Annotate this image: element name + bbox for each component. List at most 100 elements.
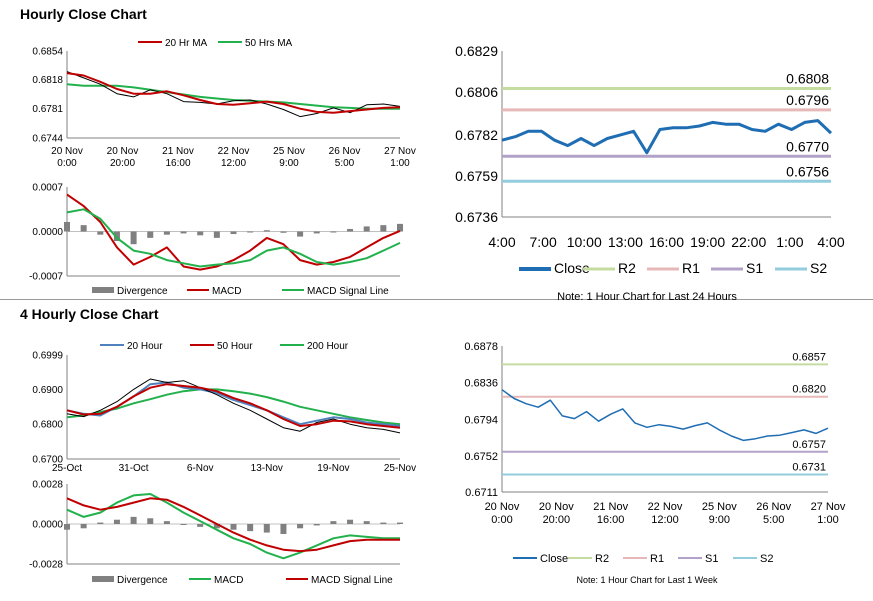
x-tick-label: 13:00	[608, 234, 643, 250]
y-tick-label: 0.0007	[32, 183, 63, 194]
y-tick-label: 0.6806	[455, 84, 498, 100]
legend-label-macd-signal-line: MACD Signal Line	[307, 286, 389, 297]
divergence-bar	[247, 524, 254, 532]
level-label-s1: 0.6770	[786, 138, 829, 154]
series-line-200-hour	[66, 388, 401, 426]
legend-label-20-hr-ma: 20 Hr MA	[165, 38, 208, 49]
legend-label-close: Close	[540, 553, 568, 565]
x-tick-label: 4:00	[488, 234, 515, 250]
x-tick-label-date: 27 Nov	[811, 501, 846, 513]
x-tick-label-date: 25 Nov	[273, 146, 305, 157]
divergence-bar	[113, 231, 120, 242]
x-tick-label: 31-Oct	[119, 463, 149, 474]
x-tick-label-time: 1:00	[390, 158, 410, 169]
divergence-bar	[247, 231, 254, 233]
legend-label-50-hrs-ma: 50 Hrs MA	[245, 38, 293, 49]
x-tick-label-time: 12:00	[651, 514, 679, 526]
divergence-bar	[113, 519, 120, 524]
divergence-bar	[80, 225, 87, 232]
legend-label-r1: R1	[682, 260, 700, 276]
x-tick-label: 1:00	[776, 234, 803, 250]
divergence-bar	[330, 521, 337, 524]
x-tick-label: 22:00	[731, 234, 766, 250]
x-tick-label-date: 22 Nov	[648, 501, 683, 513]
divergence-bar	[147, 231, 154, 238]
y-tick-label: 0.6818	[32, 75, 63, 86]
divergence-bar	[147, 518, 154, 524]
chart-note: Note: 1 Hour Chart for Last 1 Week	[577, 575, 718, 585]
x-tick-label-time: 20:00	[110, 158, 135, 169]
divergence-bar	[213, 231, 220, 238]
x-tick-label-time: 5:00	[763, 514, 784, 526]
x-tick-label: 4:00	[817, 234, 844, 250]
divergence-bar	[330, 231, 337, 233]
x-tick-label-time: 1:00	[817, 514, 838, 526]
divergence-bar	[130, 231, 137, 245]
x-tick-label: 16:00	[649, 234, 684, 250]
legend-label-macd-signal-line: MACD Signal Line	[311, 575, 393, 586]
x-tick-label: 25-Oct	[52, 463, 82, 474]
y-tick-label: 0.6999	[32, 351, 63, 362]
y-tick-label: 0.0028	[32, 480, 63, 491]
divergence-bar	[363, 226, 370, 232]
divergence-bar	[263, 230, 270, 232]
x-tick-label-date: 25 Nov	[702, 501, 737, 513]
x-tick-label-date: 20 Nov	[485, 501, 520, 513]
y-tick-label: 0.0000	[32, 227, 63, 238]
series-line-20-hour	[66, 381, 401, 427]
series-line-price	[66, 378, 401, 434]
x-tick-label-date: 21 Nov	[162, 146, 194, 157]
divergence-bar	[130, 516, 137, 524]
series-line-20-hr-ma	[66, 72, 401, 114]
divergence-bar	[280, 524, 287, 534]
divergence-bar	[197, 231, 204, 236]
series-line-price	[66, 71, 401, 118]
legend-label-20-hour: 20 Hour	[127, 341, 163, 352]
series-line-macd-signal-line	[66, 208, 401, 268]
divergence-bar	[347, 519, 354, 524]
divergence-bar	[64, 524, 70, 530]
y-tick-label: 0.6736	[455, 209, 498, 225]
level-label-s1: 0.6757	[792, 439, 826, 451]
y-tick-label: -0.0028	[29, 560, 63, 571]
divergence-bar	[363, 521, 370, 524]
x-tick-label: 7:00	[530, 234, 557, 250]
series-line-50-hour	[66, 383, 401, 429]
x-tick-label: 10:00	[567, 234, 602, 250]
series-line-macd	[66, 193, 401, 271]
y-tick-label: 0.6781	[32, 104, 63, 115]
legend-label-50-hour: 50 Hour	[217, 341, 253, 352]
divergence-bar	[313, 524, 320, 526]
hourly-section-title: Hourly Close Chart	[20, 6, 147, 22]
x-tick-label-date: 21 Nov	[593, 501, 628, 513]
legend-label-divergence: Divergence	[117, 575, 168, 586]
legend-label-macd: MACD	[212, 286, 241, 297]
x-tick-label-time: 12:00	[221, 158, 246, 169]
y-tick-label: 0.6800	[32, 420, 63, 431]
x-tick-label-date: 26 Nov	[756, 501, 791, 513]
x-tick-label-date: 20 Nov	[107, 146, 139, 157]
x-tick-label: 6-Nov	[187, 463, 214, 474]
level-label-r1: 0.6820	[792, 384, 826, 396]
divergence-bar	[180, 524, 187, 525]
x-tick-label-time: 5:00	[335, 158, 355, 169]
legend-label-r2: R2	[595, 553, 609, 565]
x-tick-label: 25-Nov	[384, 463, 416, 474]
legend-label-r2: R2	[618, 260, 636, 276]
x-tick-label: 19-Nov	[317, 463, 349, 474]
divergence-bar	[180, 231, 187, 234]
divergence-bar	[163, 231, 170, 235]
y-tick-label: 0.6900	[32, 385, 63, 396]
level-label-r2: 0.6857	[792, 351, 826, 363]
level-label-r1: 0.6796	[786, 92, 829, 108]
series-line-close	[501, 389, 829, 442]
y-tick-label: 0.6878	[464, 341, 498, 353]
divergence-bar	[313, 231, 320, 234]
divergence-bar	[380, 225, 387, 232]
x-tick-label-time: 0:00	[491, 514, 512, 526]
series-line-50-hrs-ma	[66, 83, 400, 110]
y-tick-label: 0.6794	[464, 414, 498, 426]
x-tick-label-date: 22 Nov	[218, 146, 250, 157]
series-line-macd-signal-line	[66, 497, 400, 553]
